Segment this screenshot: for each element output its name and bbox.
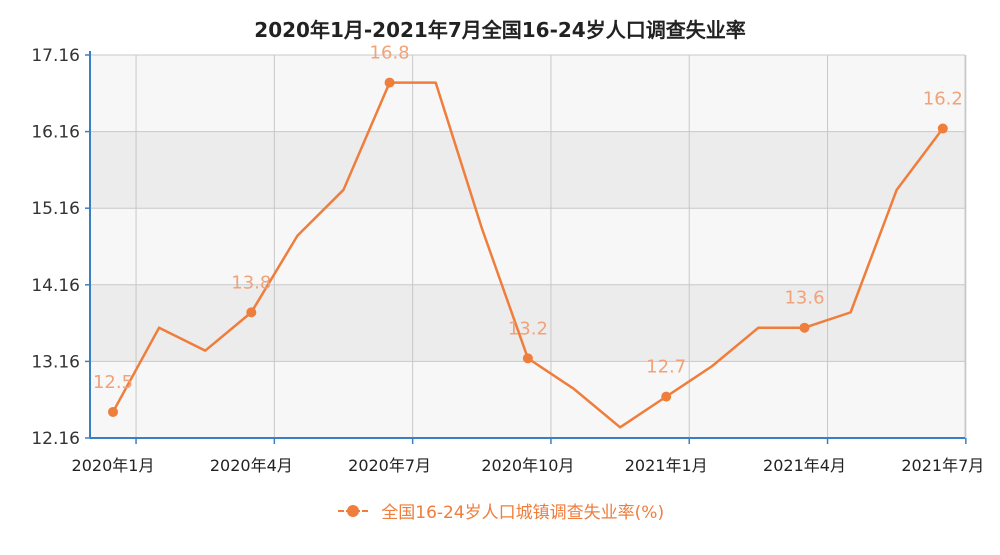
data-point <box>799 322 810 333</box>
data-label: 13.8 <box>231 272 271 293</box>
y-tick-label: 13.16 <box>31 352 80 372</box>
y-tick-label: 14.16 <box>31 276 80 296</box>
plot-background-bands <box>90 55 965 438</box>
data-point <box>246 307 257 318</box>
plot-band <box>90 55 965 132</box>
y-tick-label: 17.16 <box>31 46 80 66</box>
legend-label: 全国16-24岁人口城镇调查失业率(%) <box>381 503 665 523</box>
x-tick-label: 2020年4月 <box>210 456 293 475</box>
data-label: 16.8 <box>370 43 410 64</box>
plot-band <box>90 131 965 209</box>
x-tick-label: 2021年1月 <box>625 456 708 475</box>
x-tick-label: 2021年7月 <box>901 456 984 475</box>
series-group: 12.5 13.8 16.8 13.2 12.7 13.6 16.2 <box>93 43 963 429</box>
x-tick-label: 2020年10月 <box>481 456 574 475</box>
data-label: 12.5 <box>93 372 133 393</box>
x-axis-ticks: 2020年1月 2020年4月 2020年7月 2020年10月 2021年1月 2021… <box>72 438 984 475</box>
x-tick-label: 2020年1月 <box>72 456 155 475</box>
axes <box>89 51 965 439</box>
data-point <box>661 391 672 402</box>
data-point <box>384 77 395 88</box>
grid-lines <box>90 54 967 439</box>
data-label: 13.6 <box>784 288 824 309</box>
plot-band <box>90 208 965 285</box>
plot-band <box>90 361 965 438</box>
y-tick-label: 15.16 <box>31 199 80 219</box>
legend[interactable]: 全国16-24岁人口城镇调查失业率(%) <box>0 498 1000 523</box>
data-point <box>108 406 118 417</box>
x-tick-label: 2020年7月 <box>348 456 431 475</box>
legend-marker <box>336 504 370 518</box>
chart-title: 2020年1月-2021年7月全国16-24岁人口调查失业率 <box>254 18 746 42</box>
y-tick-label: 12.16 <box>31 429 80 449</box>
data-label: 12.7 <box>646 357 686 378</box>
data-point <box>522 353 533 364</box>
x-tick-label: 2021年4月 <box>763 456 846 475</box>
y-axis-ticks: 12.16 13.16 14.16 15.16 16.16 17.16 <box>31 46 90 449</box>
y-tick-label: 16.16 <box>31 123 80 143</box>
data-label: 16.2 <box>923 89 963 110</box>
data-point <box>937 123 948 134</box>
data-label: 13.2 <box>508 318 548 339</box>
